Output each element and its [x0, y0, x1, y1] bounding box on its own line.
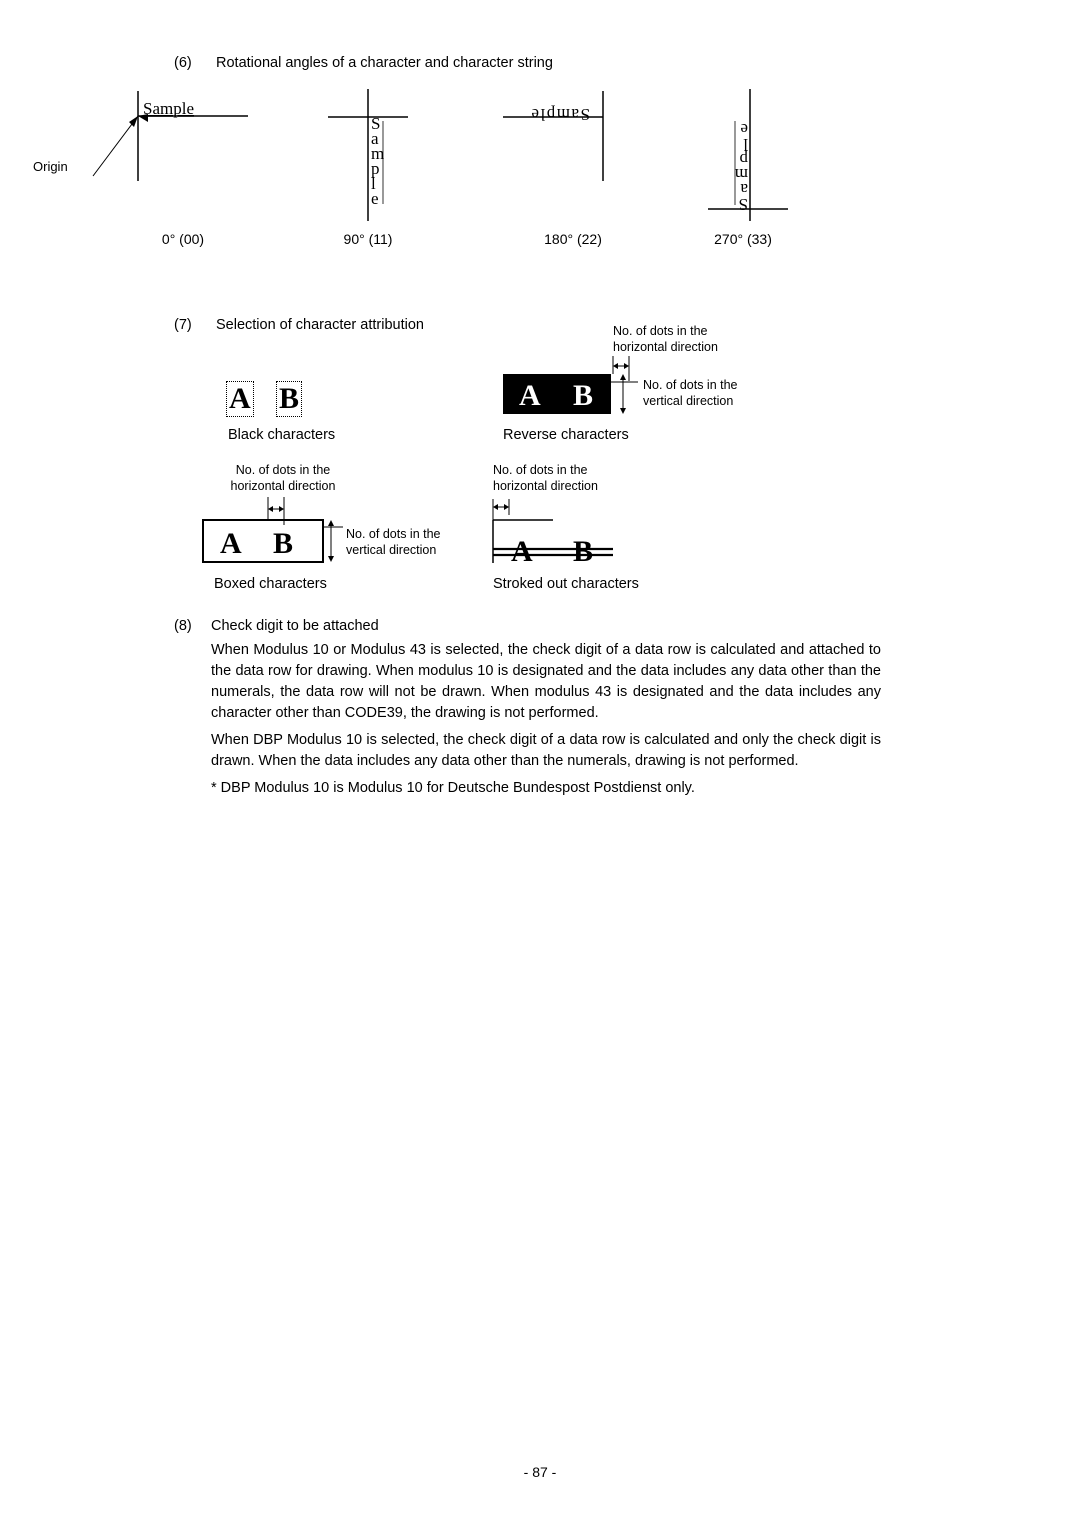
angle180-label: 180° (22) [518, 231, 628, 247]
svg-text:B: B [273, 527, 293, 560]
origin-label: Origin [33, 159, 68, 174]
stroked-glyph: A B [483, 465, 683, 570]
angle270-glyph: Sam ple [688, 81, 798, 226]
fig-char-attribution: A B Black characters No. of dots in the … [198, 351, 972, 592]
black-A: A [226, 381, 254, 417]
page: (6) Rotational angles of a character and… [0, 0, 1080, 1528]
svg-text:Sample: Sample [530, 105, 590, 124]
angle90-label: 90° (11) [313, 231, 423, 247]
rev-v-anno: No. of dots in the vertical direction [643, 378, 738, 409]
sec8-num: (8) [174, 618, 211, 634]
sec6-num: (6) [174, 55, 216, 71]
sec8-title: Check digit to be attached [211, 618, 379, 634]
sec6-title: Rotational angles of a character and cha… [216, 55, 553, 71]
svg-text:Sample: Sample [143, 99, 194, 118]
svg-text:e: e [740, 120, 748, 139]
svg-text:B: B [573, 379, 593, 412]
black-B: B [276, 381, 302, 417]
section8: (8) Check digit to be attached When Modu… [174, 618, 972, 799]
svg-text:A: A [511, 535, 533, 568]
angle0-label: 0° (00) [143, 231, 223, 247]
boxed-v-anno: No. of dots in the vertical direction [346, 527, 441, 558]
sec8-note: * DBP Modulus 10 is Modulus 10 for Deuts… [211, 778, 881, 799]
page-number: - 87 - [0, 1464, 1080, 1480]
fig-rotational-angles: Origin Sample 0° (00) Sam ple [68, 81, 972, 311]
sec7-title: Selection of character attribution [216, 317, 424, 333]
svg-text:A: A [220, 527, 242, 560]
svg-text:A: A [519, 379, 541, 412]
svg-text:e: e [371, 189, 379, 208]
sec8-p2: When DBP Modulus 10 is selected, the che… [211, 730, 881, 772]
cap-boxed: Boxed characters [214, 576, 483, 592]
cap-reverse: Reverse characters [503, 427, 873, 443]
section6-head: (6) Rotational angles of a character and… [174, 55, 972, 71]
svg-text:B: B [573, 535, 593, 568]
sec7-num: (7) [174, 317, 216, 333]
cap-black: Black characters [228, 427, 483, 443]
angle0-glyph: Sample [83, 81, 273, 226]
angle270-label: 270° (33) [688, 231, 798, 247]
angle180-glyph: Sample [478, 81, 648, 226]
sec8-p1: When Modulus 10 or Modulus 43 is selecte… [211, 640, 881, 724]
cap-stroked: Stroked out characters [493, 576, 768, 592]
angle90-glyph: Sam ple [313, 81, 423, 226]
